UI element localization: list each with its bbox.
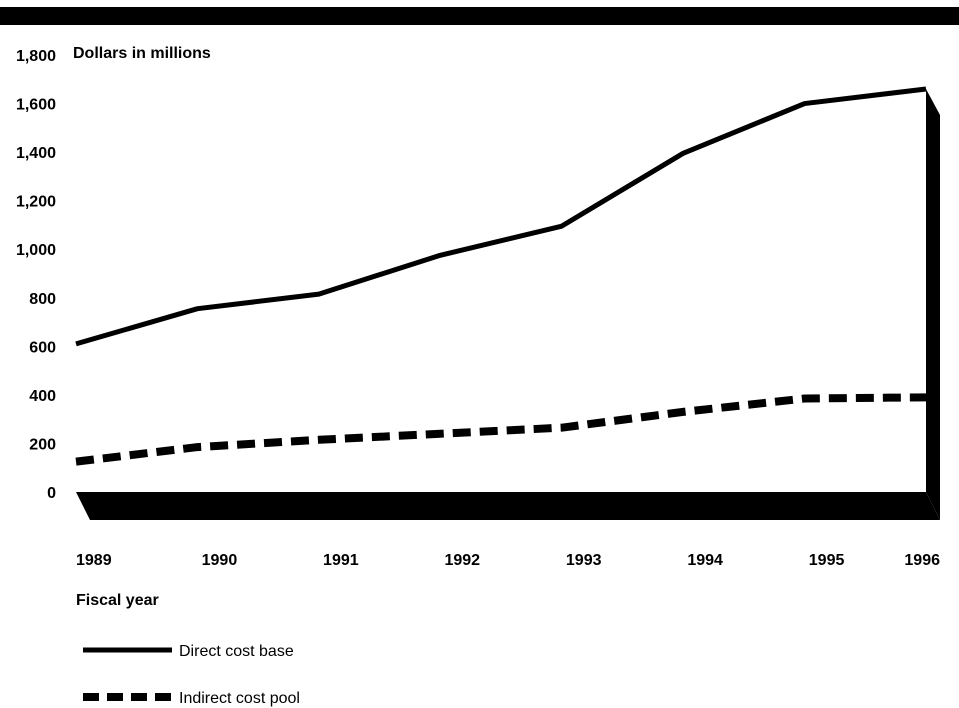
series-line-direct-cost-base: [75, 86, 927, 347]
x-tick-label: 1992: [444, 552, 480, 569]
legend: Direct cost base Indirect cost pool: [83, 643, 300, 707]
y-tick-label: 200: [29, 436, 56, 453]
y-axis-title: Dollars in millions: [73, 45, 211, 62]
y-tick-label: 1,800: [16, 48, 56, 65]
series-line-indirect-cost-pool: [75, 393, 927, 466]
y-tick-label: 1,600: [16, 97, 56, 114]
legend-label-indirect: Indirect cost pool: [179, 690, 300, 707]
top-banner-bar: [0, 7, 959, 25]
y-tick-label: 400: [29, 388, 56, 405]
series-lines: [75, 86, 927, 466]
x-tick-label: 1991: [323, 552, 359, 569]
x-axis-title: Fiscal year: [76, 592, 159, 609]
x-tick-label: 1990: [202, 552, 238, 569]
y-tick-label: 1,200: [16, 194, 56, 211]
legend-label-direct: Direct cost base: [179, 643, 294, 660]
x-tick-label: 1996: [904, 552, 940, 569]
chart-floor: [76, 492, 940, 520]
y-tick-label: 600: [29, 339, 56, 356]
x-axis-ticks: 1989 1990 1991 1992 1993 1994 1995 1996: [76, 552, 940, 569]
x-tick-label: 1994: [687, 552, 723, 569]
y-tick-label: 0: [47, 485, 56, 502]
x-tick-label: 1993: [566, 552, 602, 569]
x-tick-label: 1995: [809, 552, 845, 569]
y-tick-label: 800: [29, 291, 56, 308]
x-tick-label: 1989: [76, 552, 112, 569]
chart-right-wall: [926, 89, 940, 520]
y-tick-label: 1,000: [16, 242, 56, 259]
y-axis-ticks: 0 200 400 600 800 1,000 1,200 1,400 1,600 1,800: [16, 48, 56, 502]
y-tick-label: 1,400: [16, 145, 56, 162]
